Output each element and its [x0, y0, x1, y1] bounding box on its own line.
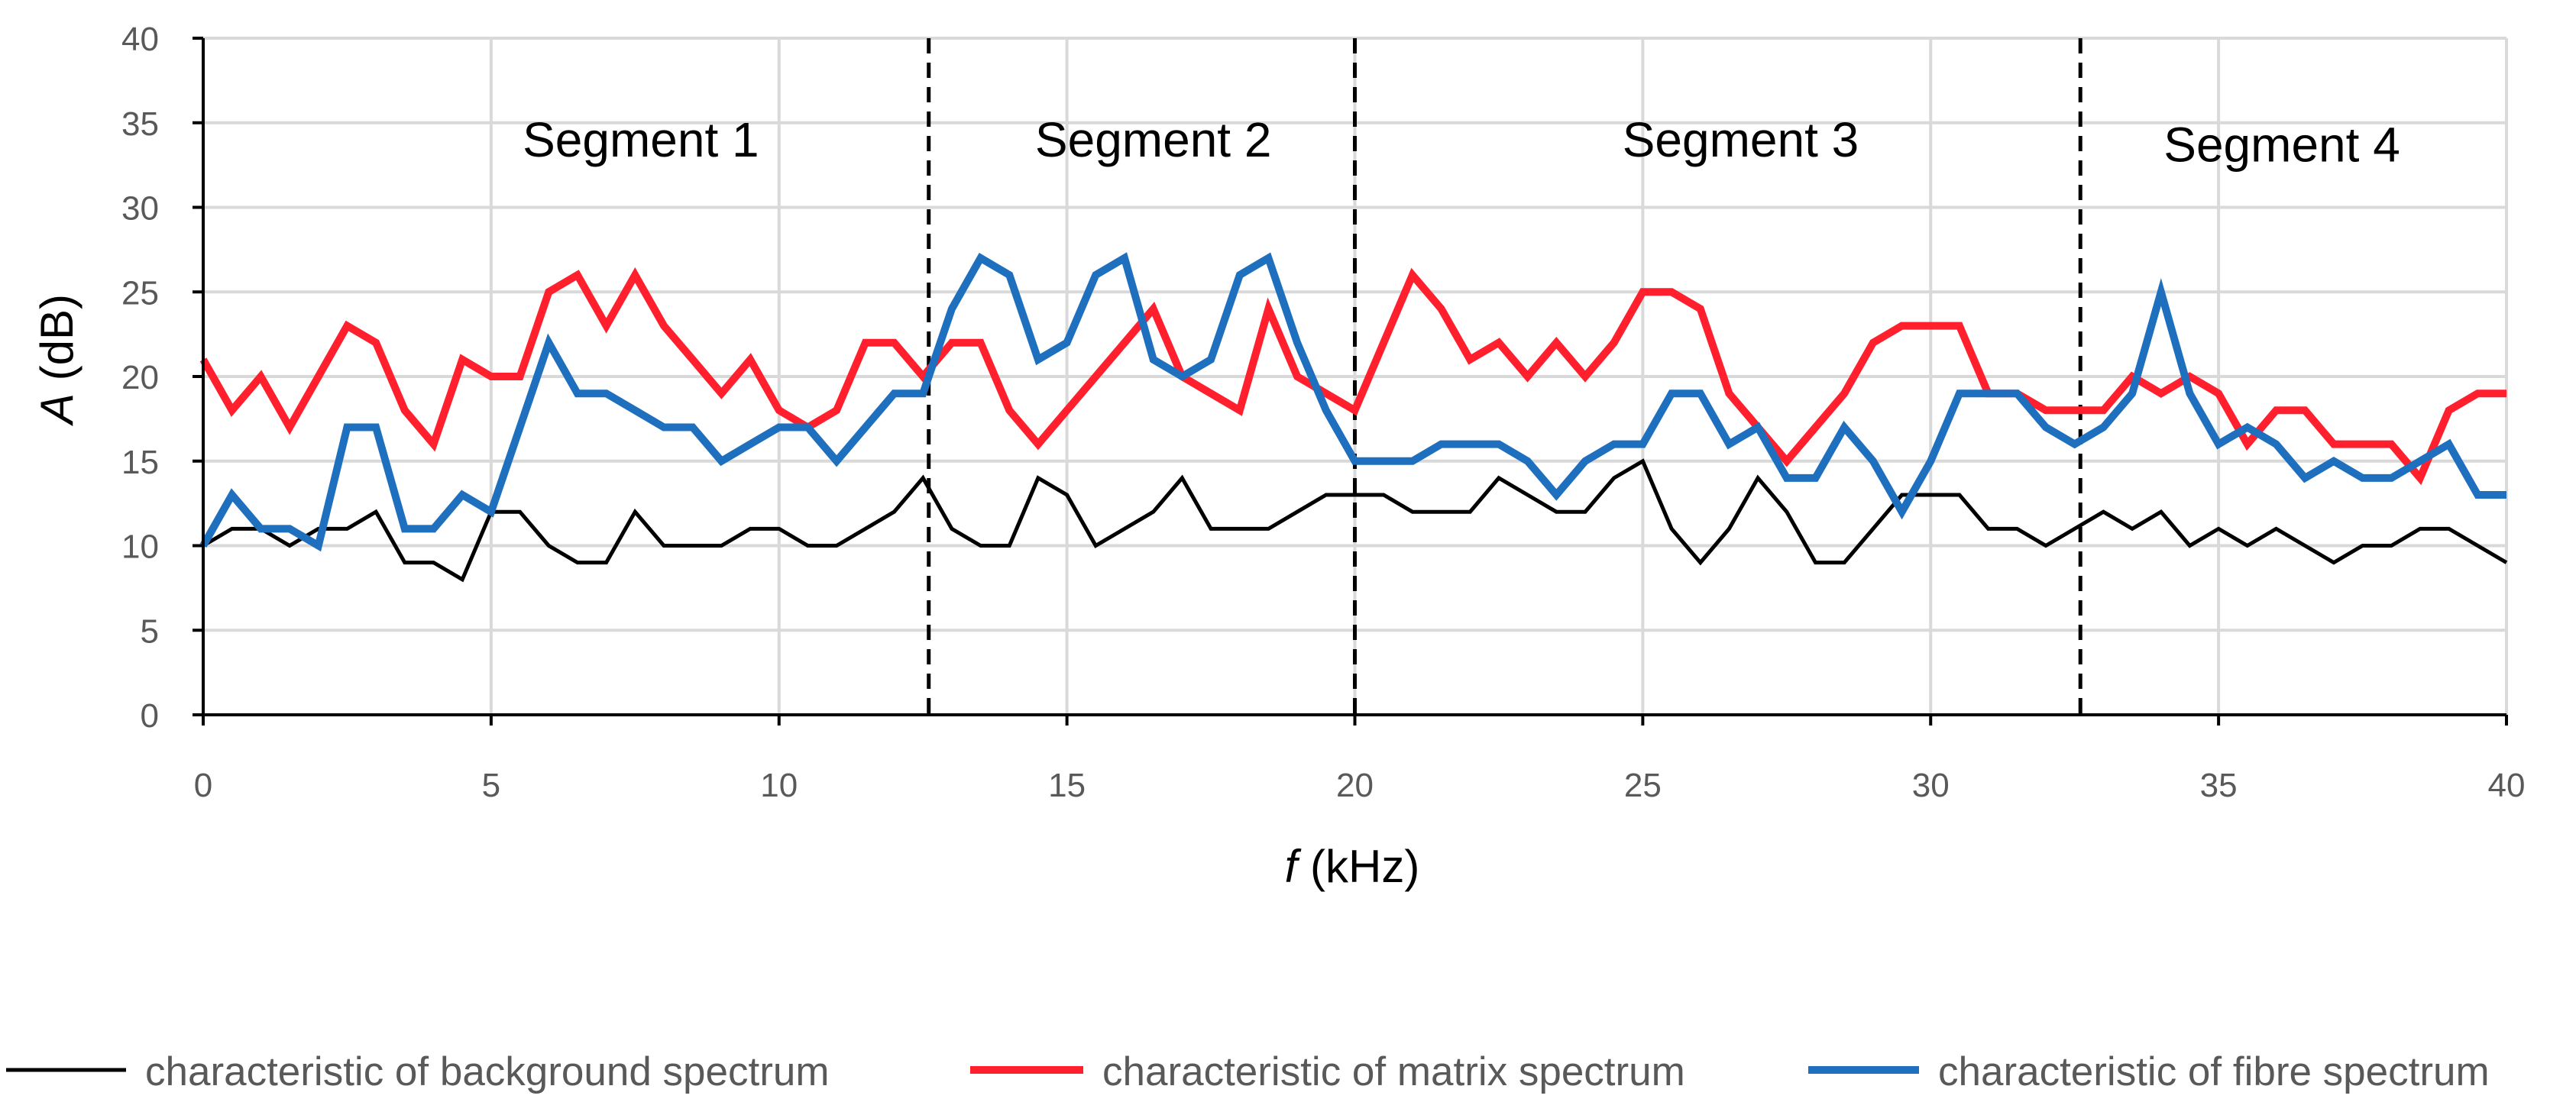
- x-tick-label: 0: [194, 767, 212, 804]
- segment-label-2: Segment 2: [1035, 112, 1272, 167]
- y-tick-label: 15: [121, 444, 159, 481]
- legend-label-3: characteristic of fibre spectrum: [1938, 1049, 2490, 1094]
- x-axis-unit: (kHz): [1297, 841, 1419, 892]
- y-tick-label: 40: [121, 21, 159, 58]
- segment-label-4: Segment 4: [2163, 118, 2400, 173]
- segment-boundaries: [927, 38, 2082, 715]
- series-line-2: [199, 267, 2506, 486]
- x-tick-label: 20: [1336, 767, 1374, 804]
- axes: 0 5 10 15 20 25 30 35 40 0 5 10 15 20 25 30 35 40: [121, 21, 2525, 804]
- x-tick-label: 15: [1048, 767, 1086, 804]
- segment-label-1: Segment 1: [523, 112, 759, 167]
- series-lines: [199, 252, 2508, 583]
- y-axis-unit: (dB): [31, 294, 83, 393]
- x-tick-label: 10: [760, 767, 798, 804]
- y-axis-var: A: [31, 393, 83, 426]
- legend-label-1: characteristic of background spectrum: [145, 1049, 830, 1094]
- x-axis-title: f (kHz): [1285, 841, 1420, 892]
- segment-label-3: Segment 3: [1623, 112, 1859, 167]
- x-tick-label: 25: [1624, 767, 1662, 804]
- y-tick-label: 20: [121, 359, 159, 396]
- y-tick-label: 10: [121, 528, 159, 566]
- x-axis-var: f: [1285, 841, 1302, 892]
- x-tick-label: 35: [2200, 767, 2238, 804]
- y-tick-label: 35: [121, 105, 159, 143]
- y-tick-label: 30: [121, 190, 159, 228]
- series-line-1: [202, 458, 2508, 583]
- y-axis-title: A (dB): [31, 294, 83, 426]
- x-tick-label: 30: [1912, 767, 1950, 804]
- x-tick-label: 40: [2488, 767, 2526, 804]
- legend-label-2: characteristic of matrix spectrum: [1102, 1049, 1685, 1094]
- legend: characteristic of background spectrum cha…: [6, 1049, 2490, 1094]
- y-tick-label: 0: [141, 697, 159, 735]
- segment-labels: Segment 1 Segment 2 Segment 3 Segment 4: [523, 112, 2400, 173]
- y-tick-label: 25: [121, 274, 159, 312]
- series-line-3: [199, 252, 2506, 552]
- y-tick-label: 5: [141, 612, 159, 650]
- x-tick-label: 5: [482, 767, 500, 804]
